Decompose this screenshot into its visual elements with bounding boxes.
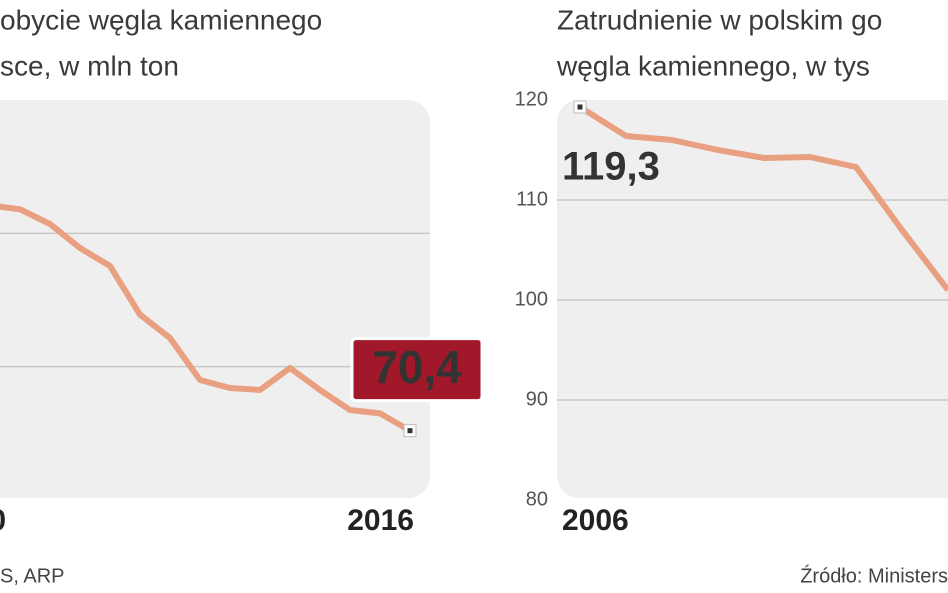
- end-marker-dot: [577, 104, 583, 110]
- x-tick-label: 2006: [562, 504, 629, 537]
- data-line: [0, 203, 412, 434]
- source: S, ARP: [0, 565, 64, 587]
- x-tick-label: 2016: [347, 504, 414, 537]
- plot-background: [0, 100, 430, 498]
- value-label: 70,4: [372, 341, 462, 393]
- value-label: 119,3: [562, 145, 660, 189]
- y-tick-label: 110: [516, 188, 548, 210]
- y-tick-label: 80: [526, 488, 548, 510]
- y-tick-label: 100: [515, 288, 548, 310]
- y-tick-label: 90: [526, 388, 548, 410]
- x-tick-label: 0: [0, 504, 6, 537]
- value-label-box: [350, 337, 484, 403]
- source: Źródło: Ministers: [800, 564, 948, 587]
- end-marker-dot: [407, 428, 413, 434]
- chart-title: Zatrudnienie w polskim go: [557, 4, 882, 35]
- y-tick-label: 120: [515, 88, 548, 110]
- data-line: [578, 104, 948, 292]
- chart-title: sce, w mln ton: [0, 50, 179, 81]
- chart-title: obycie węgla kamiennego: [0, 4, 322, 35]
- chart-title: węgla kamiennego, w tys: [556, 50, 870, 81]
